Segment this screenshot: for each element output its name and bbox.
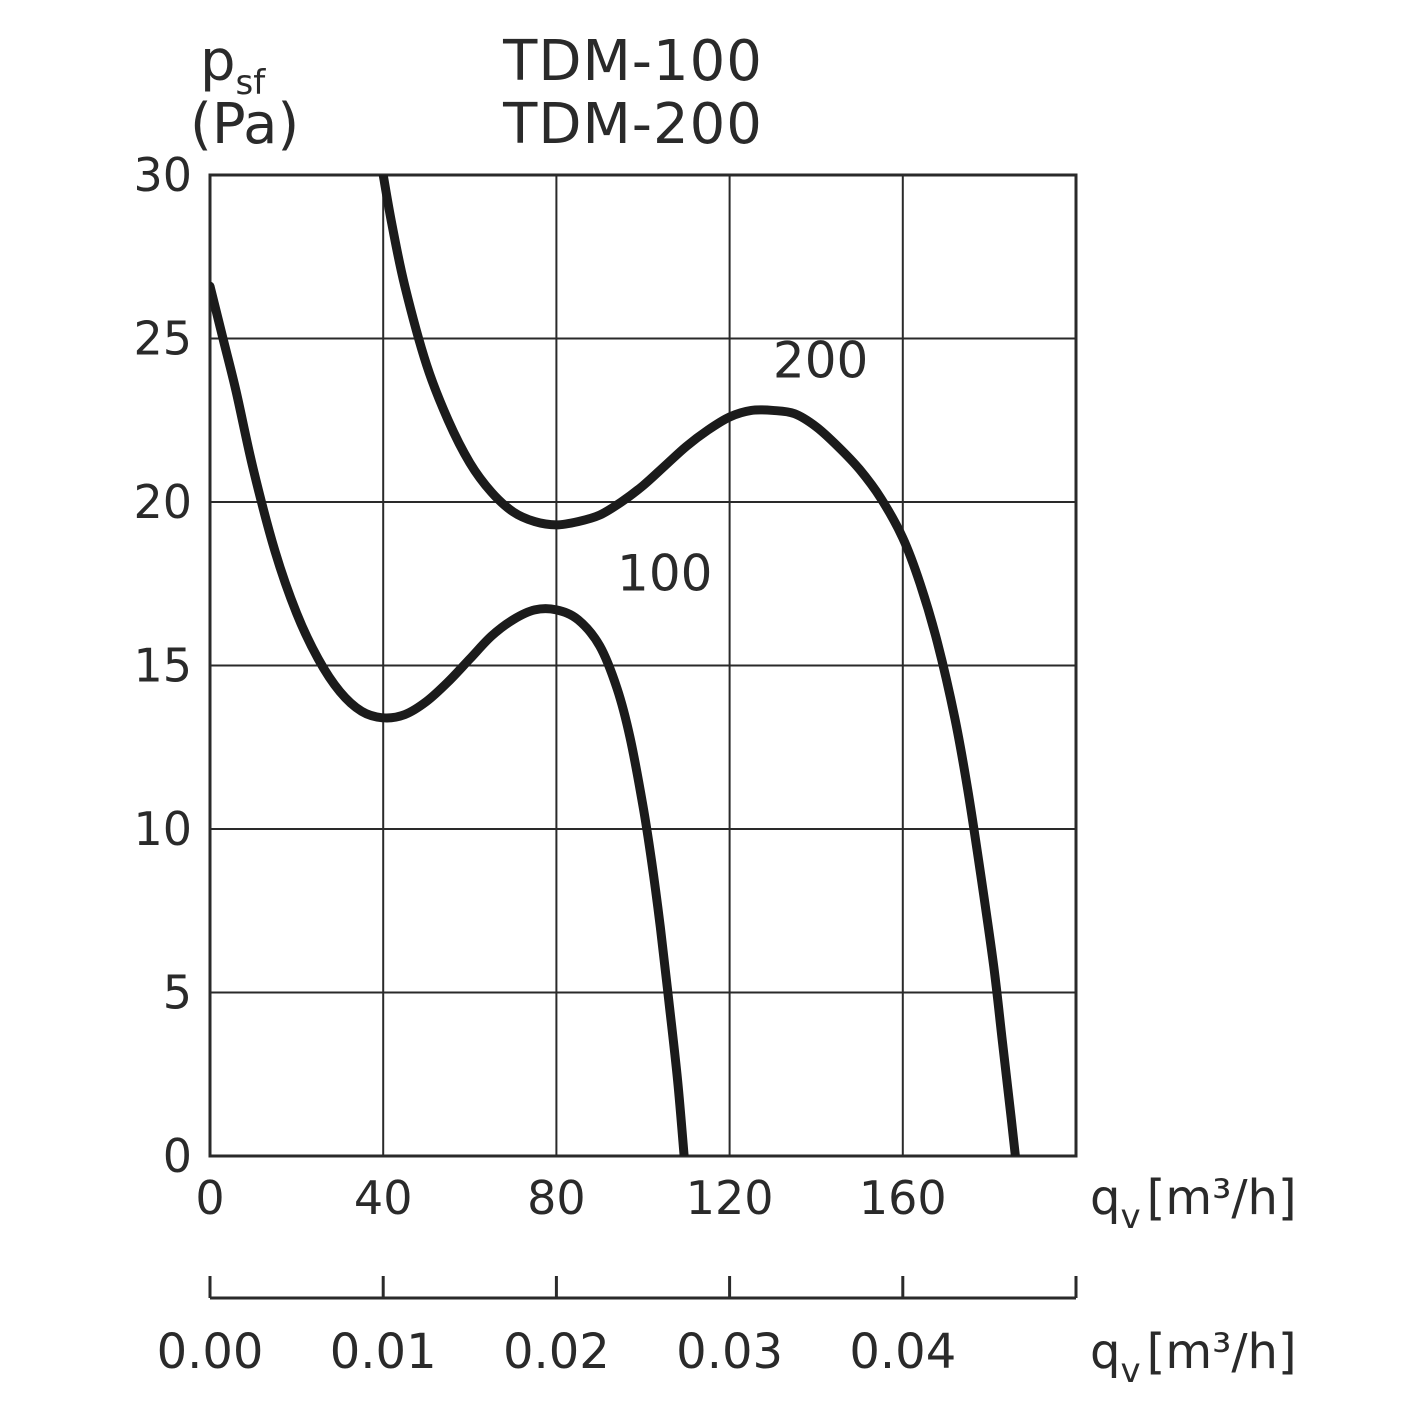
y-tick-label: 20 — [133, 475, 192, 529]
chart-title-2: TDM-200 — [502, 92, 763, 157]
y-tick-label: 25 — [133, 312, 192, 366]
x2-tick-label: 0.01 — [330, 1324, 437, 1380]
x2-tick-label: 0.02 — [503, 1324, 610, 1380]
fan-performance-chart: 05101520253004080120160qv[m³/h]psf(Pa)TD… — [0, 0, 1425, 1425]
curve-label-200: 200 — [773, 332, 868, 390]
y-tick-label: 15 — [133, 639, 192, 693]
x2-tick-label: 0.03 — [676, 1324, 783, 1380]
curve-label-100: 100 — [617, 544, 712, 602]
chart-title-1: TDM-100 — [502, 29, 763, 94]
x2-tick-label: 0.00 — [157, 1324, 264, 1380]
chart-svg: 05101520253004080120160qv[m³/h]psf(Pa)TD… — [0, 0, 1425, 1425]
y-tick-label: 30 — [133, 148, 192, 202]
x-tick-label: 80 — [527, 1171, 586, 1225]
x-tick-label: 160 — [859, 1171, 947, 1225]
y-tick-label: 0 — [163, 1129, 192, 1183]
x-tick-label: 0 — [195, 1171, 224, 1225]
y-tick-label: 10 — [133, 802, 192, 856]
y-tick-label: 5 — [163, 966, 192, 1020]
x-tick-label: 120 — [686, 1171, 774, 1225]
y-axis-unit: (Pa) — [190, 92, 299, 157]
x2-tick-label: 0.04 — [849, 1324, 956, 1380]
x-tick-label: 40 — [354, 1171, 413, 1225]
